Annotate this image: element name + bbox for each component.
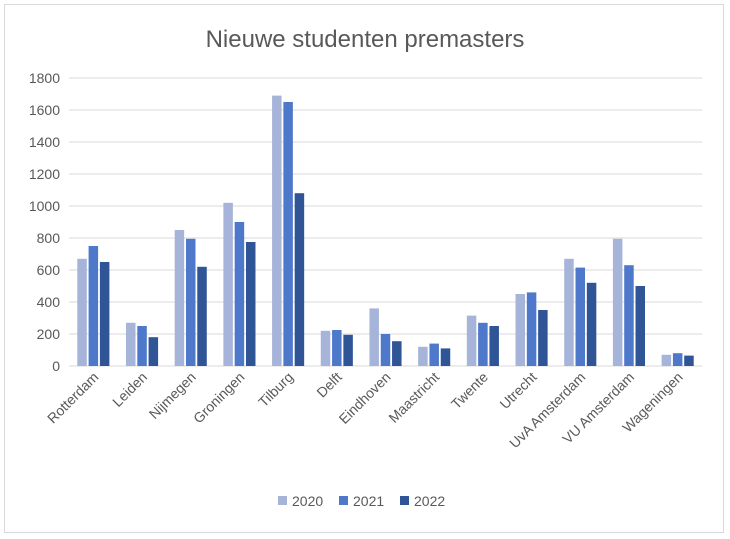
y-tick-label: 400 [37,294,61,310]
bar-2021-eindhoven [380,334,391,366]
x-tick-label: Leiden [109,369,150,410]
chart-title: Nieuwe studenten premasters [206,26,525,53]
bar-2021-groningen [234,222,245,366]
bar-2022-groningen [245,242,256,366]
bar-2021-utrecht [526,292,537,366]
bar-2020-utrecht [515,294,526,366]
y-tick-label: 1000 [29,198,60,214]
x-tick-label: Rotterdam [44,369,102,427]
bar-2021-vu-amsterdam [624,265,634,366]
bar-2022-utrecht [538,310,548,366]
bar-2021-delft [332,330,342,366]
bar-2020-twente [466,315,477,366]
y-tick-label: 0 [52,358,60,374]
legend-swatch-2021 [339,496,348,505]
bar-2022-vu-amsterdam [635,286,646,366]
y-tick-label: 1200 [29,166,60,182]
bar-2022-eindhoven [392,341,402,366]
bar-2021-nijmegen [185,238,196,366]
bar-2020-vu-amsterdam [612,238,623,366]
bar-2021-tilburg [283,102,293,366]
bar-2021-maastricht [429,343,439,366]
legend-swatch-2020 [278,496,287,505]
bar-2020-nijmegen [174,230,185,366]
bar-2022-wageningen [684,355,694,366]
bar-2021-leiden [137,326,147,366]
bar-2020-eindhoven [369,308,379,366]
bar-2022-leiden [148,337,159,366]
legend: 2020 2021 2022 [278,493,445,509]
bar-2021-wageningen [672,353,683,366]
x-tick-label: Eindhoven [336,369,394,427]
x-tick-label: Utrecht [496,369,539,412]
bar-2020-uva-amsterdam [564,258,574,366]
legend-label-2022: 2022 [414,493,445,509]
bars [77,95,694,366]
x-tick-label: Tilburg [255,369,296,410]
bar-2020-delft [320,330,331,366]
y-tick-label: 600 [37,262,61,278]
y-tick-label: 1400 [29,134,60,150]
y-tick-label: 200 [37,326,61,342]
x-tick-label: Twente [448,369,491,412]
bar-2021-uva-amsterdam [575,267,586,366]
chart-frame: Nieuwe studenten premasters 0 200 400 600 80… [4,4,724,533]
bar-2020-maastricht [418,346,428,366]
bar-2022-twente [489,326,499,366]
legend-swatch-2022 [400,496,409,505]
x-tick-label: Maastricht [385,369,442,426]
bar-2021-twente [478,322,488,366]
bar-2022-uva-amsterdam [586,282,597,366]
bar-2020-rotterdam [77,258,87,366]
bar-2022-rotterdam [99,262,110,366]
bar-2022-delft [343,334,353,366]
bar-2020-groningen [223,202,233,366]
y-tick-label: 1800 [29,70,60,86]
bar-chart: Nieuwe studenten premasters 0 200 400 600 80… [29,26,702,509]
gridlines [69,77,702,367]
bar-2020-leiden [125,322,136,366]
bar-2021-rotterdam [88,246,99,366]
y-axis-ticks: 0 200 400 600 800 1000 1200 1400 1600 1800 [29,70,60,374]
y-tick-label: 800 [37,230,61,246]
bar-2022-nijmegen [197,266,207,366]
x-tick-label: Groningen [190,369,248,427]
y-tick-label: 1600 [29,102,60,118]
legend-label-2020: 2020 [292,493,323,509]
bar-2020-tilburg [272,95,282,366]
bar-2020-wageningen [661,354,672,366]
bar-2022-maastricht [440,348,451,366]
x-tick-label: Delft [313,369,345,401]
legend-label-2021: 2021 [353,493,384,509]
bar-2022-tilburg [294,193,305,366]
